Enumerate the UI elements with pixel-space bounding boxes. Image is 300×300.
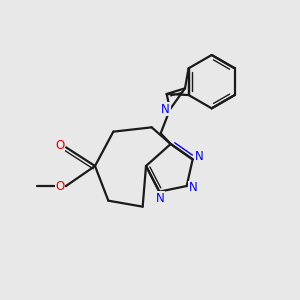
Text: O: O bbox=[56, 139, 64, 152]
Text: O: O bbox=[56, 180, 64, 193]
Text: N: N bbox=[195, 149, 204, 163]
Text: N: N bbox=[161, 103, 170, 116]
Text: N: N bbox=[189, 181, 198, 194]
Text: N: N bbox=[156, 192, 164, 205]
